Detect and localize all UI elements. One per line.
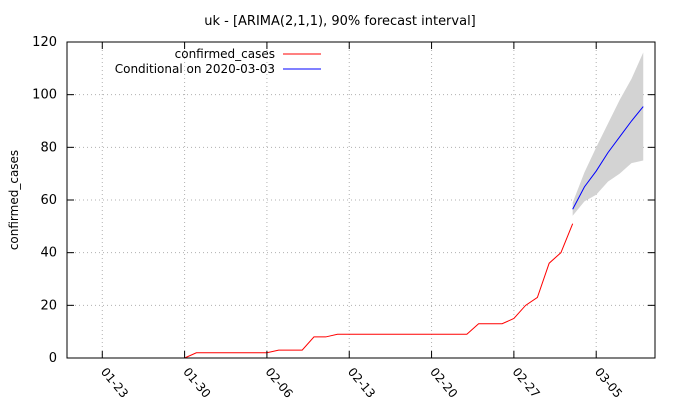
x-tick-label: 01-30 xyxy=(180,365,213,400)
forecast-interval-band xyxy=(572,52,644,216)
series-line-confirmed-cases xyxy=(184,223,574,359)
x-tick-label: 02-13 xyxy=(345,365,378,400)
y-tick-label: 20 xyxy=(40,298,57,313)
y-axis-label: confirmed_cases xyxy=(7,150,21,250)
grid xyxy=(67,42,655,358)
y-tick-label: 80 xyxy=(40,140,57,155)
x-tick-labels: 01-23 01-30 02-06 02-13 02-20 02-27 03-05 xyxy=(98,365,625,401)
y-tick-label: 100 xyxy=(32,88,57,103)
y-tick-label: 120 xyxy=(32,35,57,50)
y-tick-label: 40 xyxy=(40,246,57,261)
x-tick-label: 02-20 xyxy=(427,365,460,400)
x-tick-label: 01-23 xyxy=(98,365,131,400)
legend: confirmed_cases Conditional on 2020-03-0… xyxy=(115,47,321,76)
x-tick-label: 02-06 xyxy=(263,365,296,400)
y-tick-label: 0 xyxy=(49,351,57,366)
legend-label-conditional: Conditional on 2020-03-03 xyxy=(115,62,275,76)
series-line-conditional-forecast xyxy=(572,106,644,210)
x-tick-label: 03-05 xyxy=(592,365,625,400)
axis-ticks xyxy=(67,41,655,359)
forecast-interval-area xyxy=(572,52,644,216)
series-layer xyxy=(184,106,644,359)
chart-title: uk - [ARIMA(2,1,1), 90% forecast interva… xyxy=(204,14,476,29)
y-tick-label: 60 xyxy=(40,193,57,208)
x-tick-label: 02-27 xyxy=(510,365,543,400)
y-tick-labels: 0 20 40 60 80 100 120 xyxy=(32,35,57,366)
legend-label-confirmed-cases: confirmed_cases xyxy=(175,47,275,61)
